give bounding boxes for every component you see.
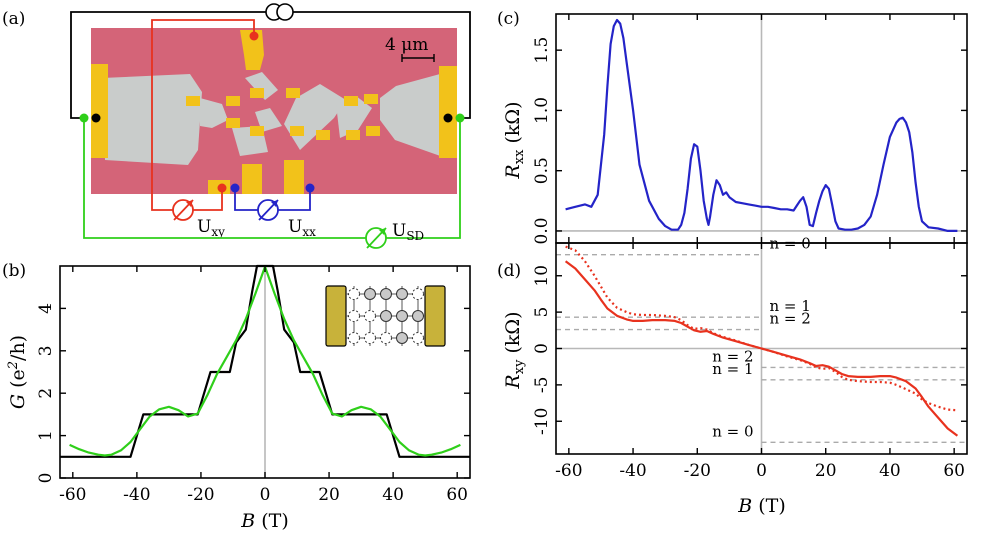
green-contact-dot (79, 113, 89, 123)
y-tick-label-d: -5 (532, 377, 552, 394)
contact-bottom-3 (284, 160, 304, 194)
inset-site (412, 332, 424, 344)
b-ylabel: G (e2/h) (6, 335, 29, 409)
landau-level-label: n = 2 (712, 347, 753, 365)
red-contact-dot (217, 183, 227, 193)
panel-label-b: (b) (2, 261, 26, 281)
inset-site (380, 310, 392, 322)
x-tick-label-d: 40 (879, 461, 901, 481)
graphene-right (380, 74, 446, 158)
uxy-label: Uxy (197, 217, 225, 239)
red-contact-dot (249, 31, 259, 41)
blue-contact-dot (305, 183, 315, 193)
green-contact-dot (455, 113, 465, 123)
inset-site (412, 310, 424, 322)
x-tick-label-d: 20 (815, 461, 837, 481)
y-tick-label-c: 1.0 (532, 97, 552, 124)
inset-site (396, 332, 408, 344)
landau-level-label: n = 0 (712, 422, 753, 440)
contact-tabs (186, 88, 380, 140)
x-tick-label-b: 40 (382, 485, 404, 505)
graphene-piece (200, 98, 228, 128)
x-tick-label-b: -20 (187, 485, 214, 505)
y-tick-label-d: 5 (532, 307, 552, 318)
uxx-wire (234, 188, 258, 211)
scale-bar-label: 4 μm (385, 35, 428, 55)
inset-site (364, 332, 376, 344)
inset-site (348, 332, 360, 344)
black-contact-dot (91, 113, 101, 123)
x-tick-label-b: 0 (260, 485, 271, 505)
panel-b-plot: -60 -40 -20 0 20 40 60 0 1 2 3 4 G (e2/h) B (T) (6, 264, 471, 532)
y-tick-label-c: 1.5 (532, 37, 552, 64)
y-tick-label-b: 4 (36, 303, 56, 314)
y-tick-label-b: 3 (36, 345, 56, 356)
y-tick-label-b: 1 (36, 430, 56, 441)
x-tick-label-b: -60 (59, 485, 86, 505)
inset-site (412, 288, 424, 300)
x-tick-label-d: -20 (684, 461, 711, 481)
panel-c-plot: 0.0 0.5 1.0 1.5 Rxx (kΩ) (502, 13, 968, 244)
usd-wire (83, 122, 366, 239)
contact-source (91, 64, 108, 158)
graphene-piece (336, 96, 372, 138)
panel-label-d: (d) (497, 261, 521, 281)
inset-site (396, 310, 408, 322)
inset-contact-left (325, 285, 347, 347)
contact-bottom-2 (242, 164, 262, 194)
y-tick-label-d: 0 (532, 343, 552, 354)
inset-site (380, 332, 392, 344)
blue-contact-dot (230, 183, 240, 193)
inset-site (396, 288, 408, 300)
x-tick-label-b: 60 (446, 485, 468, 505)
inset-lattice (325, 285, 446, 347)
series-line-d-0 (564, 260, 959, 437)
x-tick-label-d: -60 (555, 461, 582, 481)
sd-wire-right (290, 11, 471, 119)
y-tick-label-d: -10 (532, 408, 552, 435)
inset-site (364, 288, 376, 300)
series-line-c-0 (565, 18, 958, 232)
d-ylabel: Rxy (kΩ) (502, 311, 527, 389)
panel-label-a: (a) (2, 9, 25, 29)
landau-level-label: n = 2 (770, 310, 811, 328)
c-ylabel: Rxx (kΩ) (502, 101, 527, 179)
black-contact-dot (443, 113, 453, 123)
inset-site (348, 310, 360, 322)
inset-site (348, 288, 360, 300)
x-tick-label-d: 60 (943, 461, 965, 481)
device-diagram: 4 μm Uxy Uxx USD (70, 3, 471, 249)
x-tick-label-b: -40 (123, 485, 150, 505)
graphene-piece (245, 72, 278, 100)
inset-site (380, 288, 392, 300)
uxy-wire-2 (193, 188, 223, 211)
usd-wire-2 (386, 122, 461, 239)
x-tick-label-b: 20 (318, 485, 340, 505)
y-tick-label-c: 0.0 (532, 217, 552, 244)
inset-contact-right (424, 285, 446, 347)
current-source-icon-2 (276, 3, 294, 21)
d-xlabel: B (T) (737, 495, 786, 517)
contact-top (240, 30, 264, 70)
landau-level-label: n = 1 (712, 360, 753, 378)
uxy-wire (151, 19, 255, 211)
contact-drain (439, 66, 457, 158)
y-tick-label-d: 10 (532, 265, 552, 287)
uxx-wire-2 (278, 188, 311, 211)
b-xlabel: B (T) (240, 510, 289, 532)
usd-label: USD (392, 221, 424, 243)
y-tick-label-b: 2 (36, 388, 56, 399)
x-tick-label-d: 0 (756, 461, 767, 481)
landau-level-label: n = 0 (770, 235, 811, 253)
uxx-label: Uxx (288, 217, 316, 239)
y-tick-label-b: 0 (36, 473, 56, 484)
y-tick-label-c: 0.5 (532, 157, 552, 184)
x-tick-label-d: -40 (619, 461, 646, 481)
landau-level-label: n = 1 (770, 297, 811, 315)
sd-wire-left (70, 11, 268, 119)
panel-label-c: (c) (497, 9, 520, 29)
inset-site (364, 310, 376, 322)
